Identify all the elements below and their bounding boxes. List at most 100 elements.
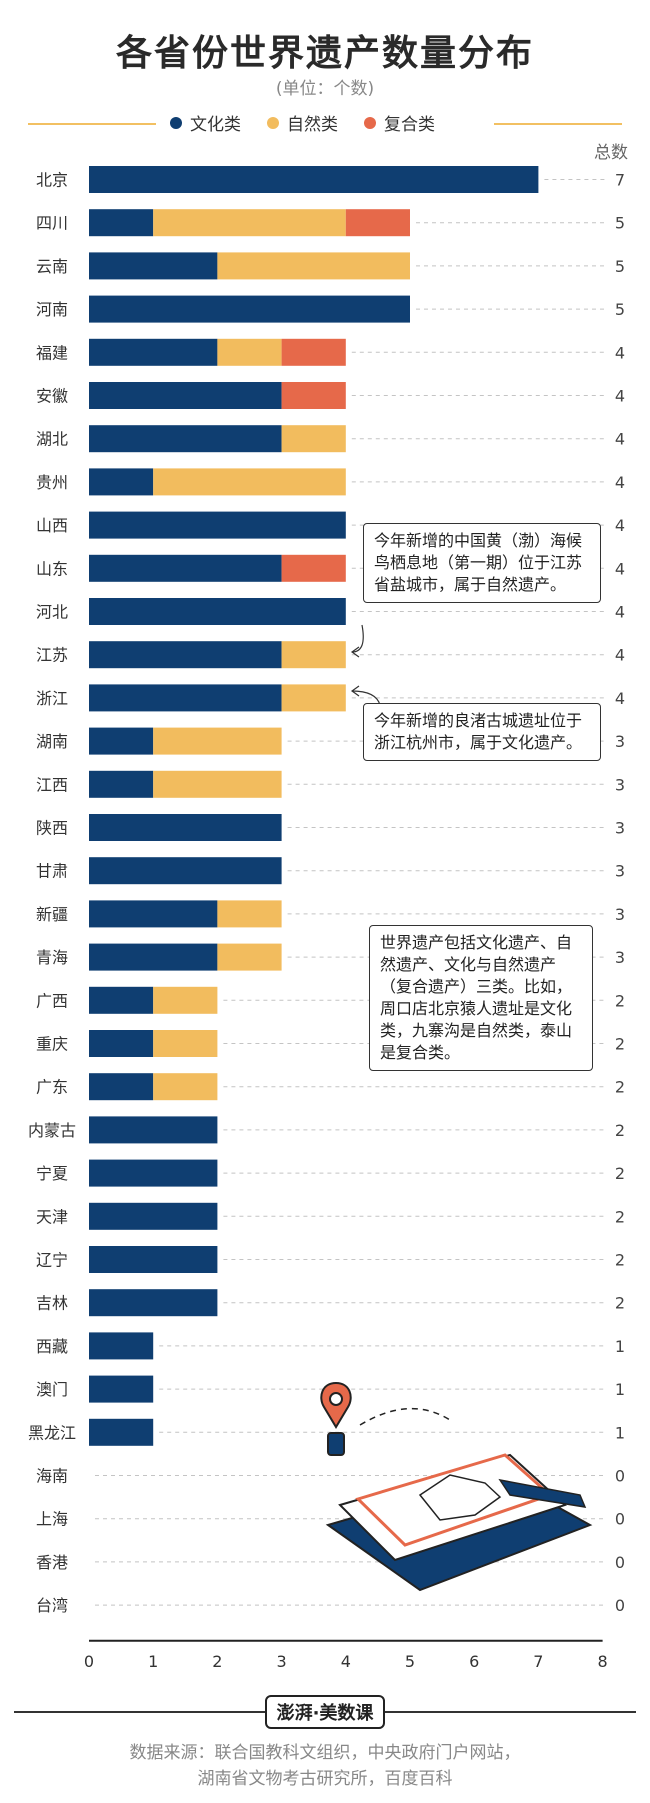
total-value-label: 3 bbox=[615, 862, 625, 881]
total-value-label: 4 bbox=[615, 689, 625, 708]
x-tick-label: 3 bbox=[277, 1652, 287, 1671]
category-label: 香港 bbox=[36, 1553, 68, 1572]
total-value-label: 3 bbox=[615, 819, 625, 838]
total-value-label: 2 bbox=[615, 1164, 625, 1183]
bar-segment bbox=[89, 1030, 154, 1057]
data-source: 数据来源：联合国教科文组织，中央政府门户网站， 湖南省文物考古研究所，百度百科 bbox=[0, 1740, 650, 1792]
bar-segment bbox=[281, 554, 346, 582]
category-label: 黑龙江 bbox=[28, 1423, 76, 1442]
total-value-label: 4 bbox=[615, 646, 625, 665]
annotation-arrow-zhejiang bbox=[351, 690, 381, 706]
category-label: 宁夏 bbox=[36, 1164, 68, 1183]
category-label: 西藏 bbox=[36, 1337, 68, 1356]
stacked-bar-chart: 北京 7 四川 5 云南 5 河南 5 福建 4 安徽 4 湖北 4 贵州 4 山西 4 山东 4 河北 4 江苏 4 浙江 4 湖… bbox=[28, 166, 625, 1671]
page-title: 各省份世界遗产数量分布 bbox=[115, 33, 534, 74]
bar-segment bbox=[89, 1073, 154, 1101]
category-label: 浙江 bbox=[36, 689, 68, 708]
bar-segment bbox=[89, 295, 410, 323]
annotation-definition: 世界遗产包括文化遗产、自然遗产、文化与自然遗产（复合遗产）三类。比如，周口店北京… bbox=[369, 925, 593, 1071]
bar-segment bbox=[89, 382, 282, 409]
total-value-label: 5 bbox=[615, 214, 625, 233]
category-label: 辽宁 bbox=[36, 1251, 68, 1270]
x-tick-label: 4 bbox=[341, 1652, 351, 1671]
total-value-label: 4 bbox=[615, 430, 625, 449]
bar-segment bbox=[281, 382, 346, 409]
total-value-label: 5 bbox=[615, 300, 625, 319]
category-label: 澳门 bbox=[36, 1380, 68, 1399]
total-column-label: 总数 bbox=[594, 143, 628, 163]
legend: 文化类 自然类 复合类 bbox=[0, 110, 650, 138]
annotation-yancheng: 今年新增的中国黄（渤）海候鸟栖息地（第一期）位于江苏省盐城市，属于自然遗产。 bbox=[363, 523, 601, 603]
bar-segment bbox=[89, 425, 282, 453]
bar-segment bbox=[89, 468, 154, 496]
annotation-arrow-jiangsu-head bbox=[350, 646, 360, 658]
category-label: 湖北 bbox=[36, 430, 68, 449]
bar-segment bbox=[89, 1159, 218, 1187]
bar-segment bbox=[89, 1375, 154, 1403]
annotation-liangzhu: 今年新增的良渚古城遗址位于浙江杭州市，属于文化遗产。 bbox=[363, 703, 601, 761]
category-label: 台湾 bbox=[36, 1596, 68, 1615]
total-value-label: 4 bbox=[615, 516, 625, 535]
bar-segment bbox=[89, 1289, 218, 1317]
total-value-label: 4 bbox=[615, 473, 625, 492]
category-label: 福建 bbox=[36, 343, 68, 362]
legend-dot-culture bbox=[170, 116, 182, 129]
x-tick-label: 0 bbox=[84, 1652, 94, 1671]
bar-segment bbox=[217, 252, 410, 280]
bar-segment bbox=[217, 338, 282, 366]
category-label: 海南 bbox=[36, 1467, 68, 1486]
legend-right-rule bbox=[494, 123, 622, 125]
x-tick-label: 8 bbox=[598, 1652, 608, 1671]
bar-segment bbox=[89, 598, 346, 625]
total-value-label: 1 bbox=[615, 1337, 625, 1356]
bar-segment bbox=[89, 1418, 154, 1446]
bar-segment bbox=[89, 1246, 218, 1273]
bar-segment bbox=[89, 1332, 154, 1360]
category-label: 山西 bbox=[36, 516, 68, 535]
bar-segment bbox=[217, 943, 282, 971]
brand-logo: 澎湃·美数课 bbox=[264, 1695, 386, 1729]
total-value-label: 3 bbox=[615, 905, 625, 924]
category-label: 江苏 bbox=[36, 646, 68, 665]
legend-item-nature: 自然类 bbox=[267, 110, 338, 135]
location-pin-icon bbox=[320, 1381, 352, 1456]
source-line-2: 湖南省文物考古研究所，百度百科 bbox=[197, 1769, 453, 1789]
legend-dot-mixed bbox=[364, 116, 376, 129]
bar-segment bbox=[153, 986, 218, 1014]
bar-segment bbox=[89, 252, 218, 280]
bar-segment bbox=[89, 209, 154, 237]
x-tick-label: 1 bbox=[148, 1652, 158, 1671]
bar-segment bbox=[153, 468, 346, 496]
legend-label-mixed: 复合类 bbox=[384, 115, 435, 135]
bar-segment bbox=[281, 684, 346, 712]
bar-segment bbox=[89, 338, 218, 366]
legend-label-culture: 文化类 bbox=[190, 115, 241, 135]
category-label: 青海 bbox=[36, 948, 68, 967]
total-value-label: 4 bbox=[615, 559, 625, 578]
map-illustration bbox=[320, 1381, 593, 1592]
bar-segment bbox=[89, 166, 539, 193]
total-value-label: 2 bbox=[615, 991, 625, 1010]
total-value-label: 3 bbox=[615, 775, 625, 794]
total-value-label: 2 bbox=[615, 1251, 625, 1270]
total-value-label: 2 bbox=[615, 1078, 625, 1097]
bar-segment bbox=[89, 554, 282, 582]
total-value-label: 4 bbox=[615, 343, 625, 362]
category-label: 江西 bbox=[36, 775, 68, 794]
bar-segment bbox=[89, 770, 154, 798]
bar-segment bbox=[89, 986, 154, 1014]
category-label: 安徽 bbox=[36, 387, 68, 406]
category-label: 广东 bbox=[36, 1078, 68, 1097]
category-label: 湖南 bbox=[36, 732, 68, 751]
category-label: 河南 bbox=[36, 300, 68, 319]
x-tick-label: 7 bbox=[533, 1652, 543, 1671]
category-label: 新疆 bbox=[36, 905, 68, 924]
total-value-label: 4 bbox=[615, 603, 625, 622]
unit-subtitle: (单位：个数) bbox=[275, 79, 375, 99]
bar-segment bbox=[89, 684, 282, 712]
bar-segment bbox=[89, 641, 282, 669]
category-label: 吉林 bbox=[36, 1294, 68, 1313]
bar-segment bbox=[89, 1116, 218, 1144]
legend-item-culture: 文化类 bbox=[170, 110, 241, 135]
bar-segment bbox=[281, 425, 346, 453]
